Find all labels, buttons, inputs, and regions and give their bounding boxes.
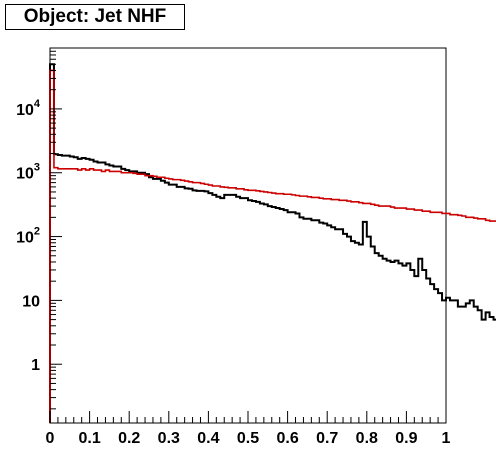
y-axis: 1 10 102 103 104 — [16, 47, 62, 410]
x-tick-label: 0.7 — [316, 430, 338, 447]
chart-title-box: Object: Jet NHF — [5, 4, 185, 30]
plot-frame — [49, 47, 447, 424]
series-layer — [49, 63, 496, 423]
series-line-1 — [49, 63, 496, 423]
x-tick-label: 0.9 — [395, 430, 417, 447]
x-tick-label: 0.1 — [78, 430, 100, 447]
x-tick-label: 1 — [442, 430, 451, 447]
y-tick-label: 104 — [16, 98, 41, 119]
x-tick-label: 0.6 — [276, 430, 298, 447]
chart-title: Object: Jet NHF — [23, 6, 167, 27]
y-tick-label: 10 — [22, 293, 40, 310]
x-tick-label: 0.4 — [197, 430, 219, 447]
series-line-2 — [49, 69, 496, 423]
x-tick-label: 0.3 — [158, 430, 180, 447]
x-tick-label: 0.2 — [118, 430, 140, 447]
x-axis: 0 0.1 0.2 0.3 0.4 0.5 0.6 0.7 0.8 0.9 1 — [46, 411, 451, 447]
x-tick-label: 0 — [46, 430, 55, 447]
y-tick-label: 102 — [16, 226, 40, 247]
y-tick-label: 1 — [31, 357, 40, 374]
x-tick-label: 0.5 — [237, 430, 259, 447]
x-tick-label: 0.8 — [356, 430, 378, 447]
y-tick-label: 103 — [16, 162, 40, 183]
